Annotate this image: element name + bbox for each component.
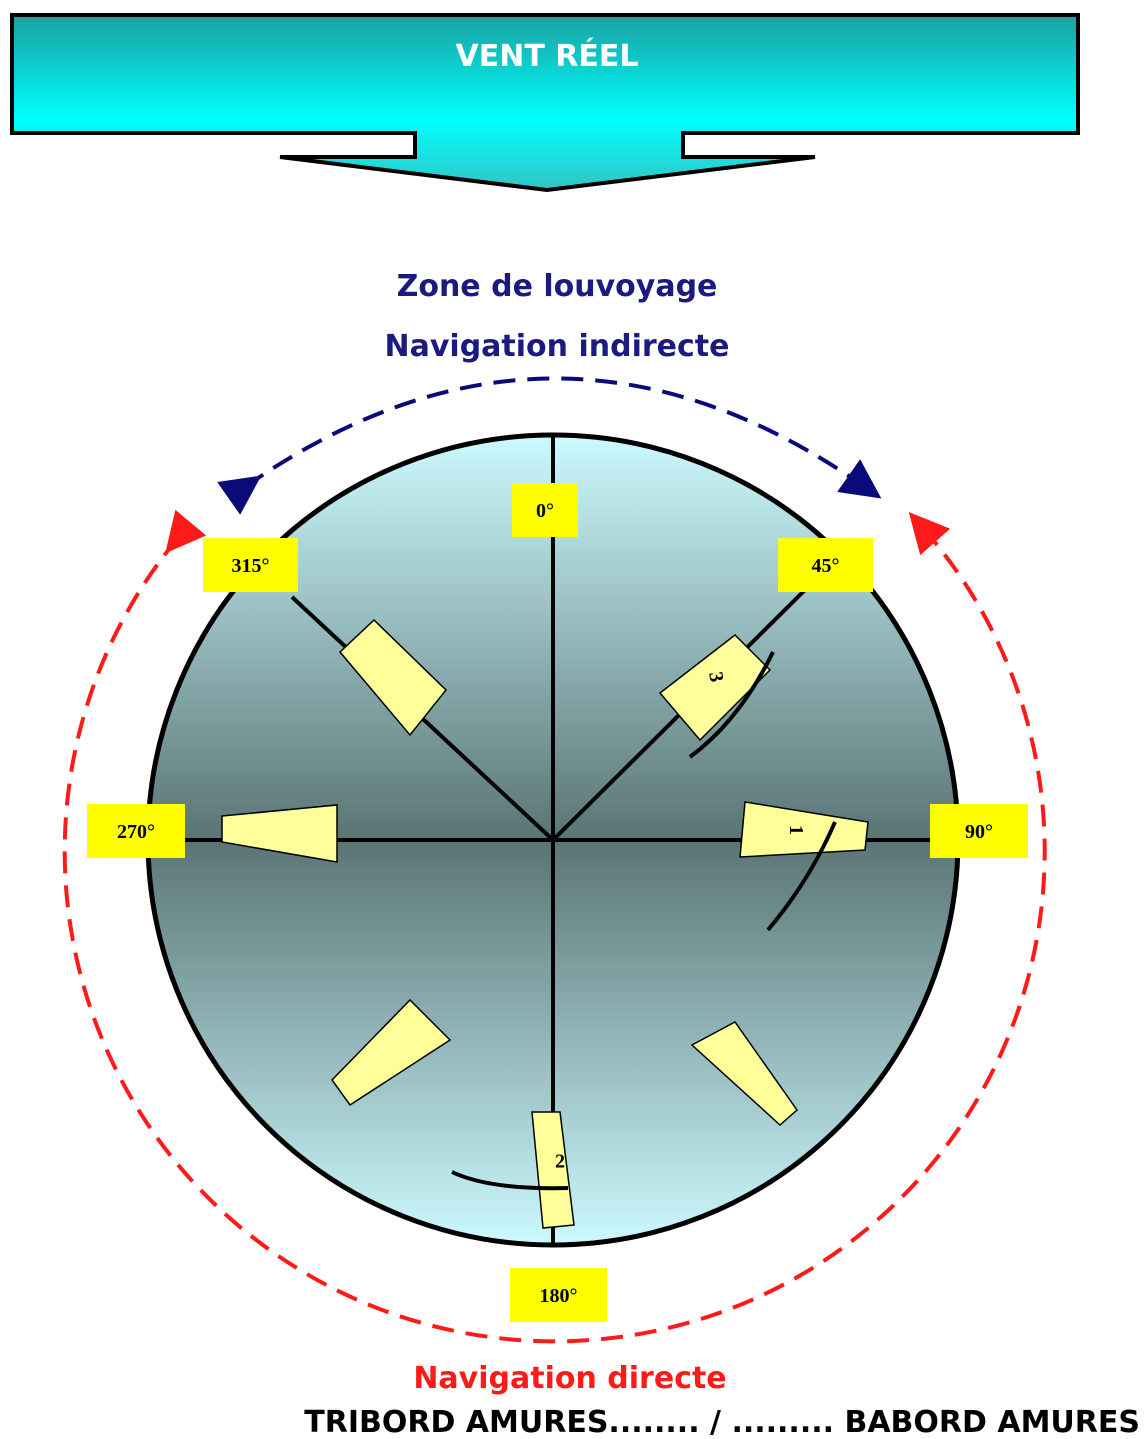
zone-label: Zone de louvoyage <box>397 269 718 304</box>
direct-label: Navigation directe <box>413 1361 726 1396</box>
boat-number: 1 <box>785 825 807 835</box>
title: VENT RÉEL <box>456 38 639 74</box>
angle-label: 315° <box>232 555 270 577</box>
angle-label: 180° <box>540 1285 578 1307</box>
footer: TRIBORD AMURES........ / ......... BABOR… <box>304 1405 1140 1439</box>
angle-label: 45° <box>812 555 840 577</box>
zone-label: Navigation indirecte <box>385 329 730 364</box>
boat-number: 2 <box>555 1151 565 1173</box>
angle-label: 0° <box>536 500 554 522</box>
diagram: VENT RÉEL Zone de louvoyage Navigation i… <box>0 0 1146 1439</box>
angle-label: 90° <box>965 821 993 843</box>
angle-label: 270° <box>117 821 155 843</box>
